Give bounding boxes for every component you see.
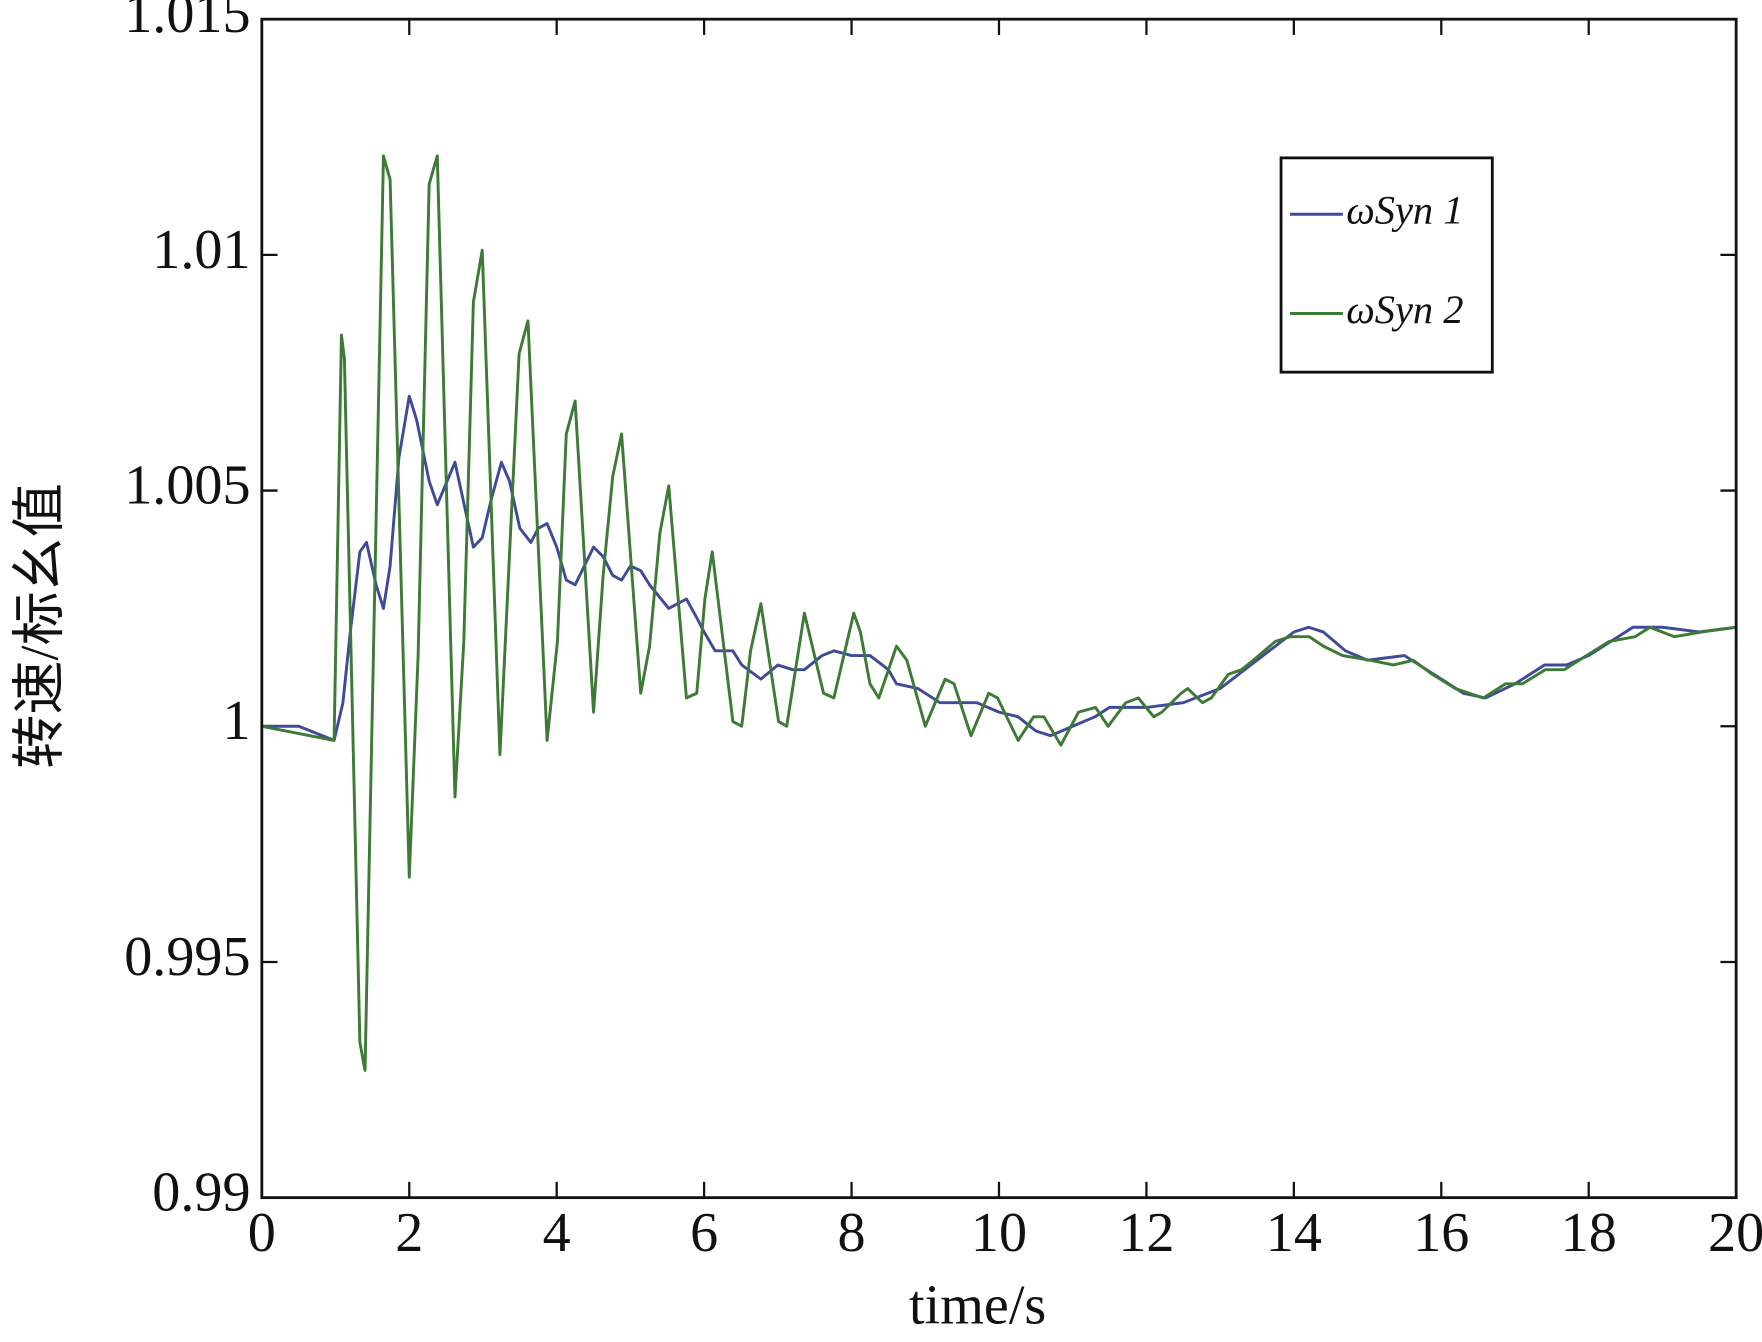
x-tick-label: 4 bbox=[543, 1202, 571, 1264]
x-tick-label: 8 bbox=[838, 1202, 866, 1264]
legend-box bbox=[1279, 156, 1494, 374]
y-tick-label: 1.015 bbox=[124, 0, 250, 45]
x-tick-label: 10 bbox=[971, 1202, 1027, 1264]
series-line bbox=[261, 394, 1737, 742]
y-tick-label: 1.01 bbox=[152, 219, 250, 281]
y-axis-label: 转速/标幺值 bbox=[9, 483, 69, 769]
x-tick-label: 18 bbox=[1561, 1202, 1617, 1264]
x-axis-label: time/s bbox=[909, 1274, 1046, 1336]
x-tick-label: 2 bbox=[395, 1202, 423, 1264]
legend-label: ωSyn 2 bbox=[1346, 287, 1463, 332]
y-tick-label: 0.99 bbox=[152, 1162, 250, 1224]
y-tick-label: 1 bbox=[223, 690, 251, 752]
plot-frame bbox=[260, 17, 1738, 1200]
x-tick-label: 14 bbox=[1266, 1202, 1322, 1264]
x-tick-label: 6 bbox=[690, 1202, 718, 1264]
x-tick-label: 12 bbox=[1118, 1202, 1174, 1264]
y-tick-label: 1.005 bbox=[124, 454, 250, 516]
series-line bbox=[261, 154, 1737, 1072]
y-tick-label: 0.995 bbox=[124, 926, 250, 988]
x-tick-label: 16 bbox=[1413, 1202, 1469, 1264]
x-tick-label: 20 bbox=[1708, 1202, 1762, 1264]
legend-label: ωSyn 1 bbox=[1346, 188, 1463, 233]
x-tick-label: 0 bbox=[248, 1202, 276, 1264]
